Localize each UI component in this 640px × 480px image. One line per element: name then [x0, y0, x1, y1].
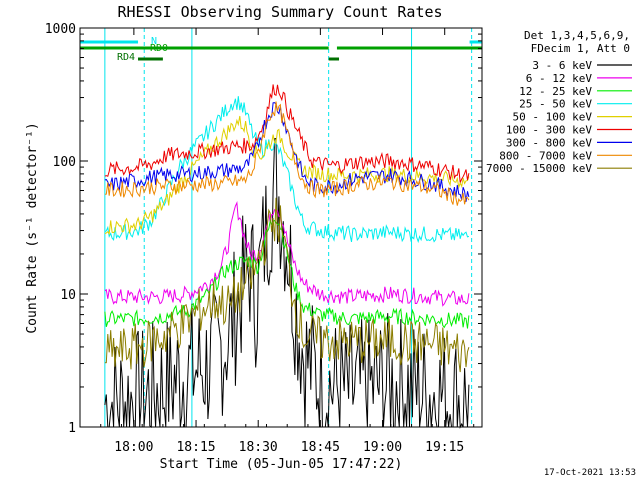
legend-label-8: 7000 - 15000 keV: [486, 162, 592, 175]
series-line-5: [104, 84, 470, 183]
legend-label-5: 100 - 300 keV: [506, 124, 592, 137]
x-tick-label-3: 18:45: [301, 440, 340, 455]
flag-label-rd4: RD4: [117, 52, 135, 63]
x-axis-label: Start Time (05-Jun-05 17:47:22): [160, 457, 403, 472]
legend-label-2: 12 - 25 keV: [519, 85, 592, 98]
plot-frame: [79, 27, 483, 428]
legend-label-7: 800 - 7000 keV: [499, 149, 592, 162]
x-tick-label-5: 19:15: [425, 440, 464, 455]
x-tick-label-0: 18:00: [114, 440, 153, 455]
series-line-4: [104, 115, 470, 236]
x-tick-label-4: 19:00: [363, 440, 402, 455]
legend-label-4: 50 - 100 keV: [513, 111, 593, 124]
series-line-7: [104, 101, 470, 206]
series-line-0: [104, 138, 470, 429]
legend-label-6: 300 - 800 keV: [506, 136, 592, 149]
y-tick-label-2: 100: [53, 155, 76, 170]
y-tick-label-0: 1: [68, 421, 76, 436]
y-axis-label: Count Rate (s⁻¹ detector⁻¹): [25, 122, 40, 333]
x-tick-label-1: 18:15: [176, 440, 215, 455]
y-tick-label-3: 1000: [45, 22, 76, 37]
legend: Det 1,3,4,5,6,9,FDecim 1, Att 0 3 - 6 keV…: [486, 29, 632, 175]
series-line-3: [104, 96, 470, 244]
legend-header-0: Det 1,3,4,5,6,9,: [524, 29, 630, 42]
series-lines: [104, 84, 470, 429]
axes: 18:00 18:15 18:30 18:45 19:00 19:15 1 10 100 1000: [45, 22, 482, 455]
footer-date: 17-Oct-2021 13:53: [544, 468, 636, 478]
legend-label-1: 6 - 12 keV: [526, 72, 593, 85]
legend-label-0: 3 - 6 keV: [532, 59, 592, 72]
flag-label-n: N: [151, 36, 157, 47]
y-tick-label-1: 10: [60, 288, 76, 303]
x-tick-label-2: 18:30: [239, 440, 278, 455]
series-line-6: [104, 102, 470, 202]
series-line-8: [104, 197, 470, 373]
legend-label-3: 25 - 50 keV: [519, 98, 592, 111]
chart-title: RHESSI Observing Summary Count Rates: [117, 3, 442, 21]
series-line-1: [104, 201, 470, 307]
flag-label-rd0: RD0: [150, 43, 168, 54]
legend-header-1: FDecim 1, Att 0: [531, 42, 630, 55]
